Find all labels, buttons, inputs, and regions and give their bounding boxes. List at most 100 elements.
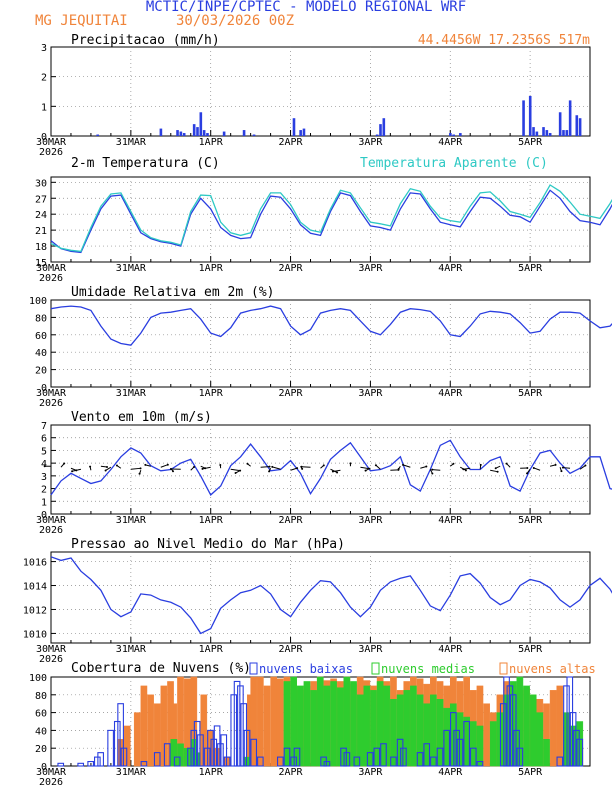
precip-bar [196,127,199,136]
pressure-series-blue [50,556,612,635]
wind-year-label: 2026 [39,525,63,536]
cloud-mid-bar [243,756,251,767]
precip-bar [96,134,99,136]
cloud-mid-bar [410,685,417,767]
wind-arrow-head [271,465,274,468]
wind-arrow [432,469,441,471]
wind-arrow-head [268,465,271,468]
cloud-low-bar [469,747,477,767]
clouds-ytick-label: 0 [41,762,47,773]
clouds-xtick-label: 31MAR [116,767,147,778]
precip-xtick-label: 1APR [199,137,224,148]
cloud-mid-bar [310,690,317,767]
wind-arrow [420,466,427,469]
cloud-mid-bar [356,694,364,767]
wind-frame [50,424,591,515]
clouds-xtick-label: 1APR [199,767,224,778]
cloud-mid-bar [323,685,331,767]
cloud-low-bar [217,743,224,767]
wind-arrow-head [561,466,564,469]
temp-xtick-label: 4APR [438,263,463,274]
cloud-low-bar [120,747,128,767]
coordinates-label: 44.4456W 17.2356S 517m [418,33,590,48]
precip-xtick-label: 3APR [358,137,383,148]
precip-bar [242,130,246,136]
pressure-xtick-label: 4APR [438,644,463,655]
cloud-low-bar [230,694,238,767]
temp-ytick-label: 27 [35,194,47,205]
wind-ytick-label: 7 [41,421,47,432]
wind-arrow-head [246,462,249,465]
cloud-mid-bar [193,752,201,767]
wind-arrow-head [425,465,428,468]
precip-bar [528,95,532,136]
cloud-low-bar [453,729,460,767]
wind-ytick-label: 1 [41,497,47,508]
cloud-mid-bar [416,694,424,767]
temp-xtick-label: 2APR [279,263,304,274]
cloud-low-bar [220,734,228,767]
wind-arrow-head [532,466,535,469]
precip-xtick-label: 4APR [438,137,463,148]
precip-bar [522,100,525,136]
wind-arrow [332,469,341,473]
wind-arrow-head [104,469,107,472]
cloud-low-bar [276,756,284,767]
precip-ytick-label: 1 [41,102,47,113]
cloud-low-bar [353,756,361,767]
cloud-low-bar [463,720,470,767]
clouds-xtick-label: 2APR [279,767,304,778]
wind-arrow-head [494,467,497,470]
cloud-low-bar [416,752,424,767]
precip-bar [206,133,209,136]
cloud-high-bar [276,678,284,767]
cloud-low-bar [380,743,387,767]
cloud-low-bar [436,747,444,767]
clouds-ytick-label: 20 [35,744,47,755]
wind-arrow [105,466,112,471]
wind-arrow-head [219,464,222,467]
cloud-low-bar [197,734,204,767]
temp-title: 2-m Temperatura (C) [71,156,220,171]
wind-arrow-head [479,463,482,466]
cloud-mid-bar [543,739,550,767]
cloud-low-bar [323,760,331,767]
cloud-low-bar [576,738,584,767]
precip-bar [452,134,455,136]
precip-xtick-label: 31MAR [116,137,147,148]
rh-ytick-label: 100 [29,296,47,307]
precip-bar [562,130,565,136]
clouds-xtick-label: 5APR [518,767,543,778]
wind-arrow-head [526,472,529,475]
cloud-mid-bar [463,716,470,767]
cloud-low-bar [400,747,407,767]
cloud-low-bar [173,756,181,767]
wind-arrow-head [462,468,465,471]
temp-xtick-label: 3APR [358,263,383,274]
wind-arrow [100,465,108,468]
wind-arrow [160,464,168,468]
wind-arrow-head [349,462,352,465]
clouds-ytick-label: 80 [35,691,47,702]
precip-bar [459,133,462,136]
rh-xtick-label: 1APR [199,388,224,399]
cloud-low-bar [237,685,244,767]
temp-ytick-label: 24 [35,210,47,221]
wind-arrow-head [139,467,142,470]
cloud-low-bar [77,762,85,767]
cloud-low-bar [476,760,484,767]
wind-arrow [260,466,270,468]
wind-arrow-head [166,463,169,466]
cloud-high-bar [140,685,148,767]
cloud-mid-bar [330,681,337,767]
rh-ytick-label: 60 [35,331,47,342]
precip-bar [382,118,386,136]
clouds-year-label: 2026 [39,777,63,788]
wind-ytick-label: 2 [41,485,47,496]
temp-ytick-label: 21 [35,226,47,237]
cloud-mid-bar [303,681,311,767]
wind-series-blue [50,439,612,496]
temp-series-blue [50,189,612,254]
cloud-legend-label: nuvens altas [509,662,596,676]
cloud-high-bar [549,690,557,767]
